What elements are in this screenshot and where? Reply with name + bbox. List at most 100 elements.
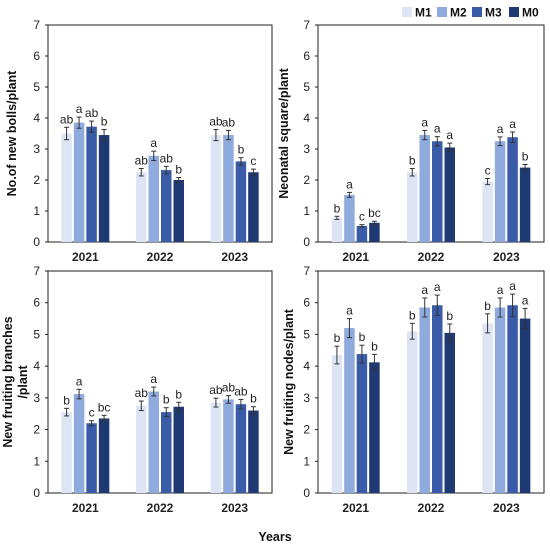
significance-label: a <box>421 283 428 297</box>
significance-label: ab <box>222 381 236 395</box>
y-tick-label: 4 <box>303 359 310 373</box>
bar-m3-2021 <box>356 225 368 242</box>
bar-m2-2021 <box>73 122 85 242</box>
significance-label: b <box>101 114 108 128</box>
significance-label: b <box>163 393 170 407</box>
bar-m3-2023 <box>235 404 247 493</box>
significance-label: ab <box>160 151 174 165</box>
y-tick-label: 1 <box>33 204 40 218</box>
significance-label: b <box>334 201 341 215</box>
legend-swatch-m2 <box>437 7 447 17</box>
plot-frame <box>317 24 545 243</box>
x-tick-label: 2023 <box>221 250 248 264</box>
significance-label: a <box>76 374 83 388</box>
bar-m2-2021 <box>344 328 355 493</box>
bar-m0-2022 <box>444 332 455 493</box>
significance-label: ab <box>209 114 223 128</box>
bar-m2-2022 <box>148 155 159 242</box>
y-tick-label: 1 <box>33 454 40 468</box>
bar-m1-2023 <box>482 181 493 242</box>
significance-label: b <box>63 393 70 407</box>
bar-m3-2023 <box>507 137 518 242</box>
y-tick-label: 6 <box>303 296 310 310</box>
significance-label: c <box>485 163 491 177</box>
x-axis-title: Years <box>258 530 291 544</box>
y-tick-label: 0 <box>303 486 310 500</box>
significance-label: a <box>434 280 441 294</box>
significance-label: b <box>334 331 341 345</box>
y-tick-label: 3 <box>303 391 310 405</box>
significance-label: c <box>359 210 365 224</box>
y-tick-label: 7 <box>33 264 40 278</box>
legend-label-m1: M1 <box>415 6 432 20</box>
bar-m1-2022 <box>407 172 418 242</box>
bar-m0-2023 <box>519 318 531 493</box>
x-tick-label: 2022 <box>147 501 174 515</box>
significance-label: ab <box>234 384 248 398</box>
y-tick-label: 6 <box>33 296 40 310</box>
bar-m1-2023 <box>210 402 222 493</box>
significance-label: a <box>497 122 504 136</box>
y-tick-label: 5 <box>303 327 310 341</box>
significance-label: a <box>346 304 353 318</box>
bar-m1-2022 <box>407 331 418 493</box>
significance-label: ab <box>135 386 149 400</box>
bar-m2-2021 <box>73 394 85 493</box>
y-axis-label: Neonatal square/plant <box>277 67 291 198</box>
y-tick-label: 1 <box>303 204 310 218</box>
bar-m3-2022 <box>161 170 172 242</box>
x-tick-label: 2021 <box>72 501 99 515</box>
bar-m3-2022 <box>432 305 443 493</box>
legend-swatch-m0 <box>509 7 519 17</box>
x-tick-label: 2023 <box>493 250 520 264</box>
significance-label: ab <box>209 383 223 397</box>
bar-m2-2023 <box>494 141 506 242</box>
y-axis-label: No.of new bolls/plant <box>5 70 19 197</box>
bar-m1-2021 <box>61 412 72 493</box>
x-tick-label: 2021 <box>342 250 369 264</box>
significance-label: c <box>89 406 95 420</box>
bar-m1-2021 <box>331 355 343 493</box>
significance-label: b <box>409 308 416 322</box>
legend-label-m3: M3 <box>485 6 502 20</box>
bar-m0-2023 <box>248 410 259 493</box>
legend-swatch-m1 <box>402 7 412 17</box>
bar-m0-2022 <box>173 180 184 242</box>
significance-label: b <box>446 309 453 323</box>
legend-label-m0: M0 <box>522 6 539 20</box>
y-tick-label: 5 <box>33 80 40 94</box>
significance-label: b <box>522 150 529 164</box>
significance-label: a <box>421 115 428 129</box>
significance-label: a <box>346 177 353 191</box>
y-tick-label: 0 <box>33 486 40 500</box>
bar-m0-2021 <box>98 418 110 493</box>
y-tick-label: 2 <box>303 173 310 187</box>
x-tick-label: 2021 <box>72 250 99 264</box>
significance-label: a <box>446 128 453 142</box>
legend-swatch-m3 <box>472 7 482 17</box>
bar-m2-2023 <box>223 135 234 242</box>
plot-frame <box>47 24 273 243</box>
bar-m1-2022 <box>136 172 147 242</box>
y-tick-label: 7 <box>303 18 310 32</box>
legend-label-m2: M2 <box>450 6 467 20</box>
y-axis-label: New fruiting branches/plant <box>1 316 30 447</box>
y-tick-label: 5 <box>33 327 40 341</box>
significance-label: a <box>522 293 529 307</box>
y-tick-label: 3 <box>303 142 310 156</box>
significance-label: b <box>484 299 491 313</box>
y-tick-label: 5 <box>303 80 310 94</box>
significance-label: a <box>150 372 157 386</box>
significance-label: bc <box>98 400 111 414</box>
bar-m3-2021 <box>86 126 97 242</box>
bar-m0-2021 <box>369 362 380 493</box>
significance-label: b <box>371 339 378 353</box>
y-tick-label: 4 <box>33 111 40 125</box>
significance-label: a <box>150 136 157 150</box>
y-tick-label: 7 <box>33 18 40 32</box>
y-tick-label: 2 <box>33 423 40 437</box>
